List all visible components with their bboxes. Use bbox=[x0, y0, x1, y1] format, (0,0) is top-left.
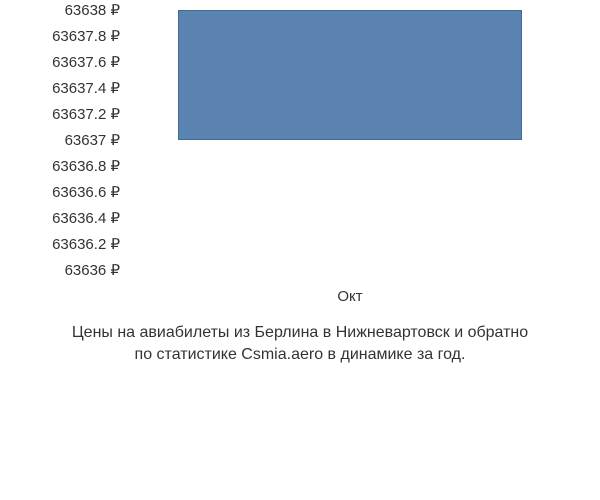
chart-caption: Цены на авиабилеты из Берлина в Нижневар… bbox=[0, 322, 600, 365]
y-tick-label: 63636.2 ₽ bbox=[0, 235, 120, 253]
caption-line: по статистике Csmia.aero в динамике за г… bbox=[0, 344, 600, 366]
bar bbox=[178, 10, 521, 140]
y-tick-label: 63636.8 ₽ bbox=[0, 157, 120, 175]
y-tick-label: 63638 ₽ bbox=[0, 1, 120, 19]
y-tick-label: 63637.8 ₽ bbox=[0, 27, 120, 45]
y-tick-label: 63637.6 ₽ bbox=[0, 53, 120, 71]
price-chart: 63638 ₽ 63637.8 ₽ 63637.6 ₽ 63637.4 ₽ 63637.… bbox=[0, 0, 600, 500]
y-tick-label: 63637 ₽ bbox=[0, 131, 120, 149]
y-tick-label: 63636.4 ₽ bbox=[0, 209, 120, 227]
y-tick-label: 63637.2 ₽ bbox=[0, 105, 120, 123]
caption-line: Цены на авиабилеты из Берлина в Нижневар… bbox=[0, 322, 600, 344]
y-tick-label: 63636 ₽ bbox=[0, 261, 120, 279]
y-tick-label: 63636.6 ₽ bbox=[0, 183, 120, 201]
x-tick-label: Окт bbox=[337, 288, 362, 305]
y-tick-label: 63637.4 ₽ bbox=[0, 79, 120, 97]
plot-area bbox=[130, 10, 570, 270]
